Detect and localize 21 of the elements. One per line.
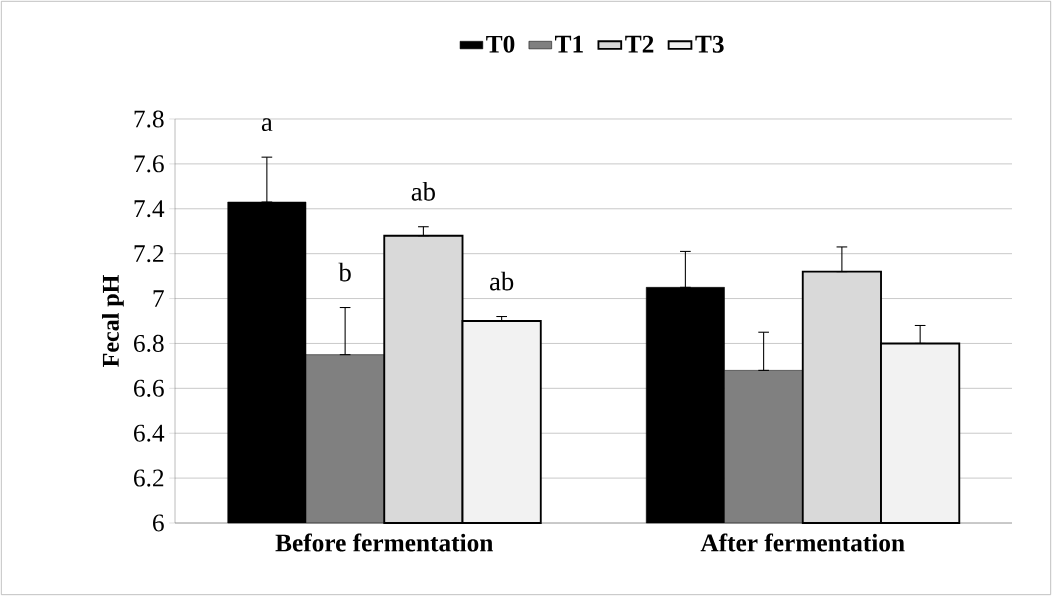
y-tick-label: 7	[153, 290, 164, 307]
annotation: b	[338, 262, 351, 282]
annotation: ab	[411, 181, 435, 201]
annotation: a	[261, 118, 273, 132]
legend-label: T3	[695, 35, 724, 53]
legend-label: T2	[625, 35, 654, 53]
y-tick-label: 6	[153, 514, 164, 532]
legend-label: T0	[486, 35, 515, 53]
legend-label: T1	[555, 35, 583, 53]
y-tick-label: 7.4	[134, 200, 165, 218]
y-tick-label: 6.6	[134, 379, 164, 397]
y-tick-label: 6.2	[134, 469, 164, 487]
y-tick-label: 7.6	[134, 155, 164, 173]
y-tick-label: 6.8	[134, 334, 164, 353]
x-tick-label: Before fermentation	[275, 533, 494, 552]
annotation: ab	[490, 271, 514, 291]
y-axis-title: Fecal pH	[102, 275, 124, 367]
y-tick-label: 7.2	[134, 245, 164, 263]
y-tick-label: 6.4	[134, 424, 165, 442]
y-tick-label: 7.8	[134, 110, 164, 128]
x-tick-label: After fermentation	[700, 533, 905, 552]
